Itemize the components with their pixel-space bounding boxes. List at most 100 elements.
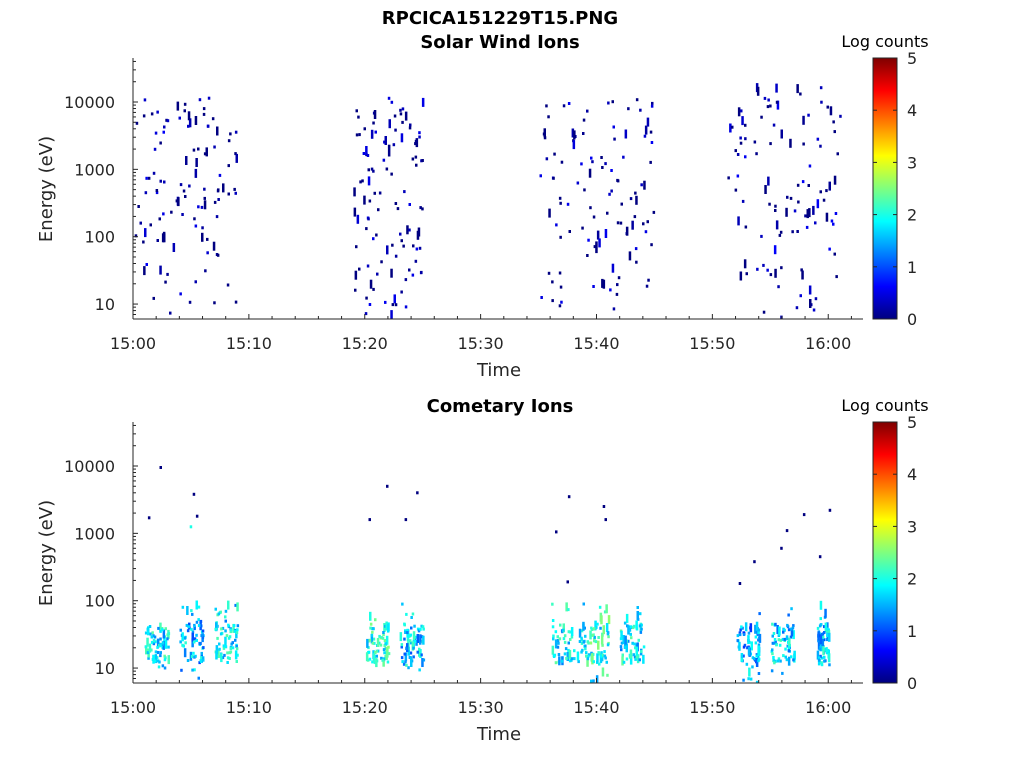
data-pixel: [651, 101, 654, 105]
data-pixel: [181, 605, 185, 609]
data-pixel: [368, 199, 372, 203]
data-pixel: [758, 612, 761, 616]
data-pixel: [195, 633, 198, 637]
data-pixel: [828, 247, 831, 251]
data-pixel: [391, 303, 395, 307]
data-pixel: [202, 658, 205, 662]
data-pixel: [404, 660, 407, 664]
data-pixel: [215, 645, 219, 655]
data-pixel: [372, 287, 375, 291]
data-pixel: [382, 657, 386, 661]
data-pixel: [197, 676, 200, 680]
data-pixel: [825, 212, 829, 222]
data-pixel: [629, 197, 633, 201]
data-pixel: [647, 278, 650, 282]
data-pixel: [406, 225, 409, 235]
data-pixel: [404, 631, 407, 634]
data-pixel: [729, 123, 732, 133]
data-pixel: [387, 96, 391, 100]
data-pixel: [777, 285, 780, 289]
data-pixel: [631, 220, 634, 230]
data-pixel: [378, 634, 381, 638]
data-pixel: [755, 621, 759, 631]
data-pixel: [384, 136, 387, 145]
data-pixel: [629, 632, 632, 636]
data-pixel: [144, 645, 148, 649]
data-pixel: [152, 642, 156, 646]
data-pixel: [778, 233, 782, 237]
data-pixel: [799, 294, 802, 298]
colorbar-tick-label: 1: [907, 258, 917, 277]
data-pixel: [587, 641, 590, 645]
data-pixel: [806, 209, 809, 219]
data-pixel: [143, 266, 146, 276]
data-pixel: [372, 653, 376, 663]
data-pixel: [165, 118, 168, 122]
data-pixel: [812, 205, 815, 215]
data-pixel: [786, 195, 789, 199]
data-pixel: [195, 600, 198, 610]
data-pixel: [413, 624, 416, 628]
data-pixel: [163, 654, 166, 658]
data-pixel: [418, 668, 421, 672]
data-pixel: [601, 655, 604, 659]
data-pixel: [191, 630, 195, 634]
data-pixel: [596, 653, 599, 663]
data-pixel: [596, 660, 599, 664]
data-pixel: [608, 192, 611, 196]
data-point: [159, 466, 162, 469]
colorbar-tick-label: 0: [907, 674, 917, 693]
data-pixel: [193, 640, 196, 644]
data-pixel: [826, 628, 829, 638]
data-pixel: [403, 652, 406, 656]
data-pixel: [166, 637, 169, 641]
data-pixel: [228, 635, 232, 639]
data-pixel: [543, 128, 546, 138]
data-pixel: [591, 633, 594, 637]
data-pixel: [793, 650, 796, 660]
data-pixel: [185, 623, 189, 627]
data-pixel: [757, 638, 760, 642]
data-pixel: [420, 653, 423, 657]
data-pixel: [737, 216, 740, 226]
data-pixel: [551, 299, 554, 303]
data-pixel: [563, 640, 567, 644]
data-pixel: [616, 221, 620, 225]
data-pixel: [231, 646, 235, 650]
data-pixel: [643, 180, 646, 190]
data-pixel: [783, 637, 787, 641]
data-pixel: [193, 217, 196, 221]
data-pixel: [234, 152, 237, 156]
data-pixel: [610, 169, 613, 172]
data-pixel: [394, 254, 398, 258]
data-pixel: [363, 195, 366, 205]
data-pixel: [374, 618, 377, 622]
data-pixel: [615, 292, 619, 296]
data-pixel: [592, 660, 595, 664]
data-pixel: [552, 176, 555, 180]
panel-title-cometary: Cometary Ions: [427, 396, 574, 417]
data-pixel: [590, 679, 593, 683]
data-pixel: [368, 638, 372, 642]
data-pixel: [566, 652, 569, 661]
data-pixel: [559, 201, 562, 205]
data-pixel: [201, 232, 204, 242]
data-pixel: [738, 633, 742, 637]
data-pixel: [755, 654, 758, 658]
y-tick-label: 10: [95, 659, 115, 678]
y-tick-label: 100: [84, 592, 115, 611]
data-pixel: [649, 160, 652, 164]
data-pixel: [757, 631, 760, 634]
data-pixel: [789, 196, 793, 200]
data-pixel: [624, 646, 627, 649]
data-pixel: [146, 651, 150, 655]
data-pixel: [551, 280, 554, 284]
data-pixel: [592, 215, 596, 219]
data-pixel: [164, 280, 167, 284]
data-pixel: [142, 114, 146, 118]
data-pixel: [161, 233, 165, 243]
data-pixel: [602, 279, 606, 289]
data-pixel: [767, 176, 770, 186]
data-pixel: [824, 648, 827, 652]
data-pixel: [756, 267, 759, 271]
